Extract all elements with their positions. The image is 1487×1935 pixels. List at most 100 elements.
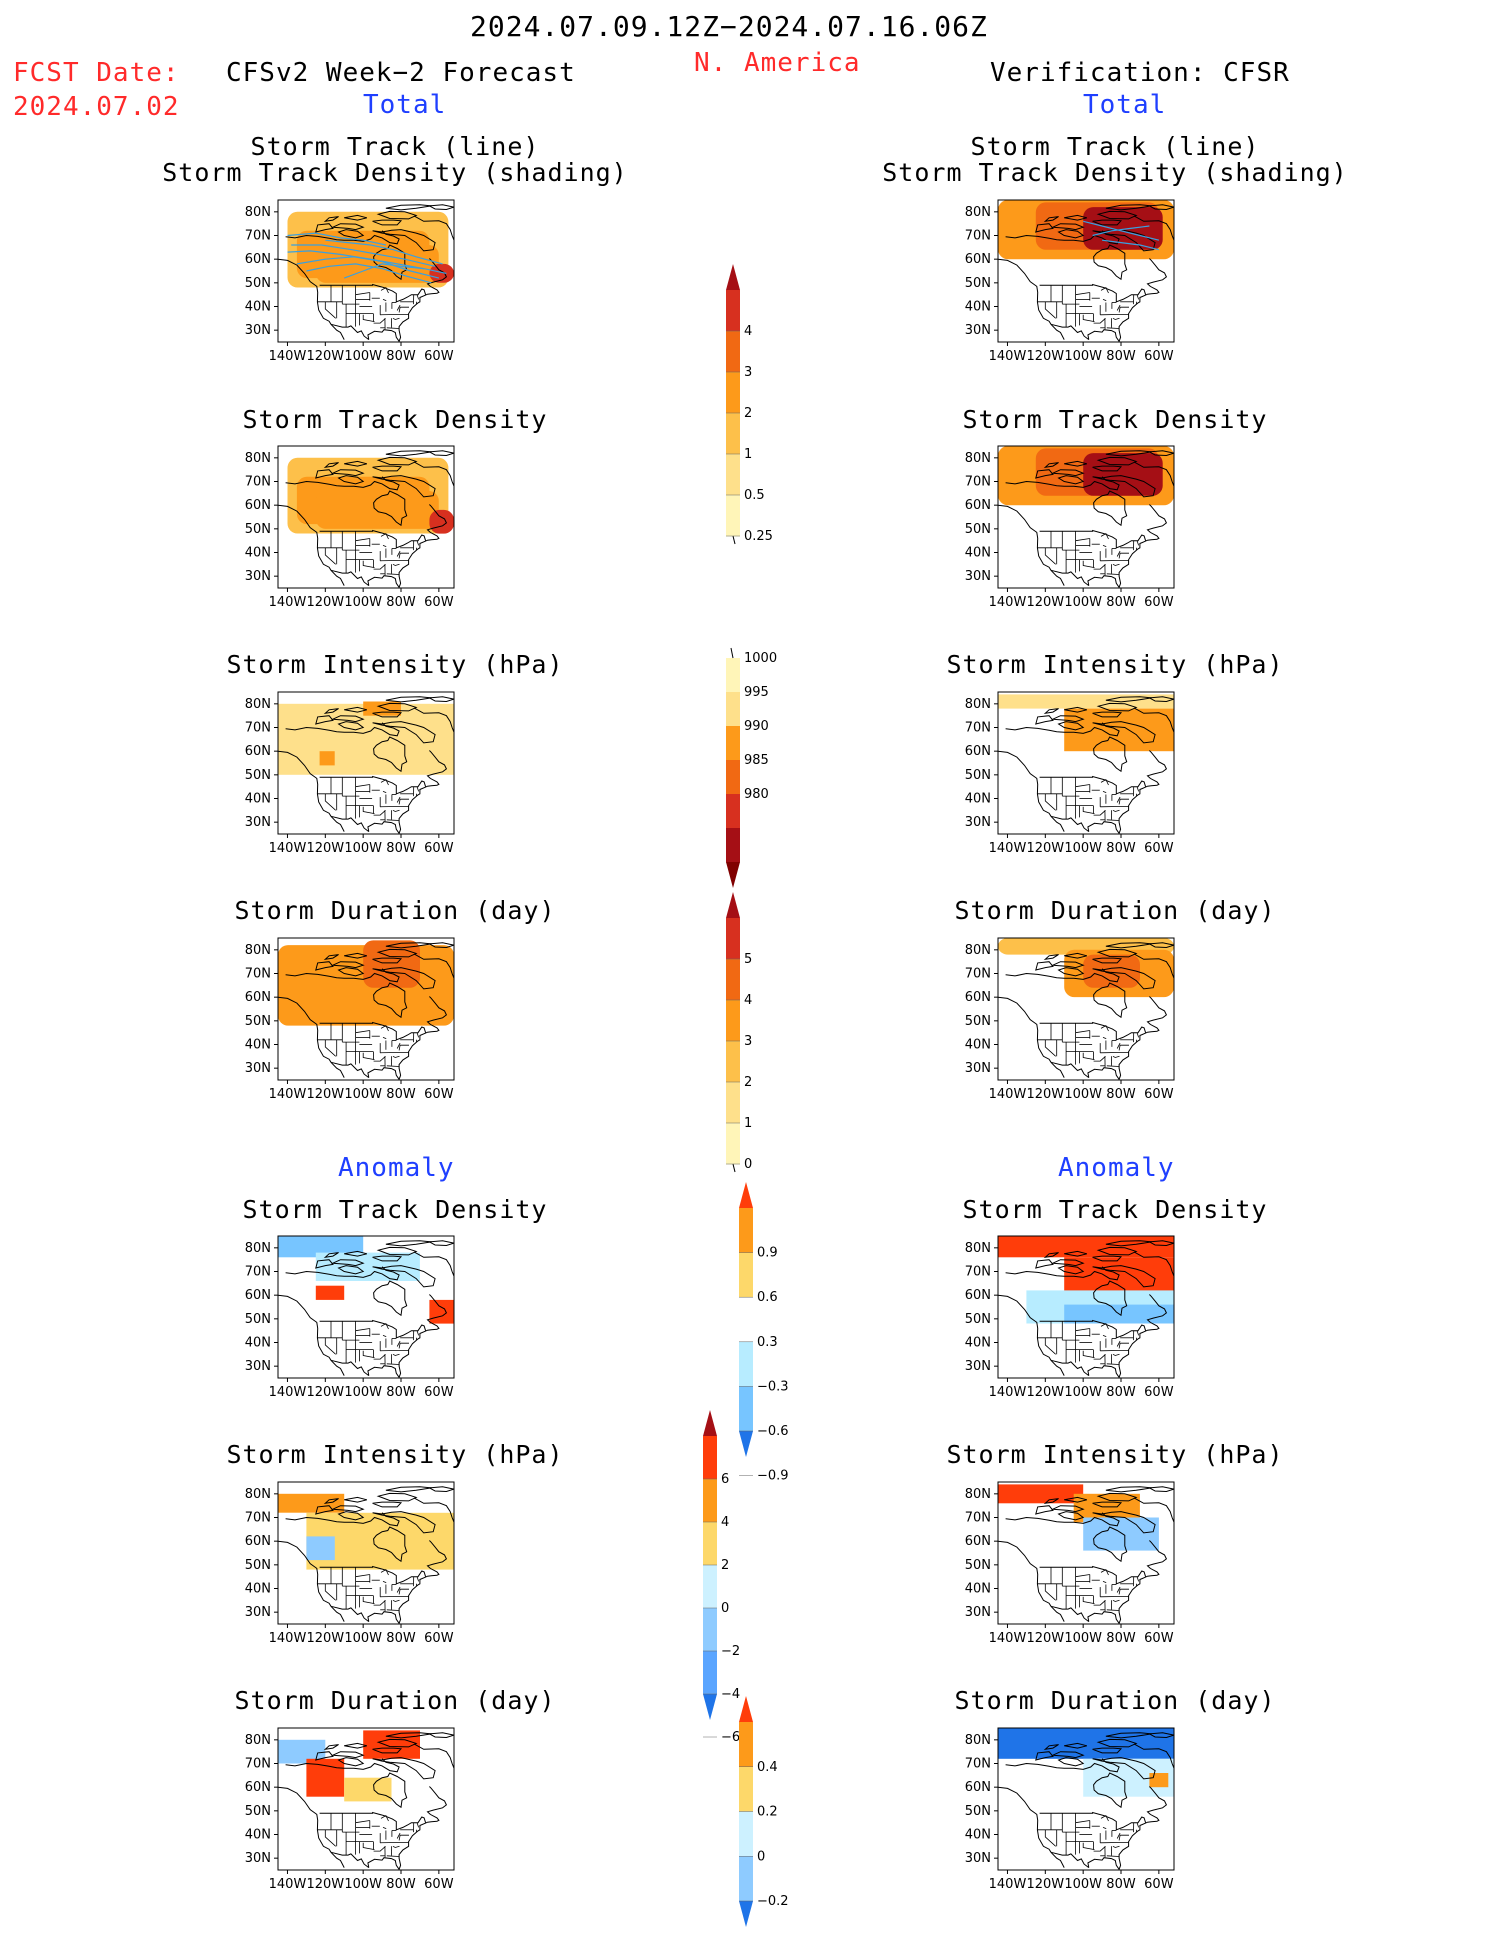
- colorbar-label: 1: [744, 1116, 752, 1131]
- title-density-left: Storm Track Density: [135, 405, 655, 434]
- colorbar-label: 985: [744, 753, 769, 768]
- lon-tick-label: 60W: [424, 595, 454, 610]
- lon-tick-label: 120W: [1026, 1087, 1064, 1102]
- lon-tick-label: 60W: [424, 1385, 454, 1400]
- lon-tick-label: 140W: [989, 1385, 1027, 1400]
- lon-tick-label: 60W: [424, 1877, 454, 1892]
- lon-tick-label: 60W: [1144, 1087, 1174, 1102]
- colorbar-segment: [703, 1565, 717, 1609]
- title-anom-duration-right: Storm Duration (day): [855, 1686, 1375, 1715]
- colorbar-label: 4: [744, 324, 752, 339]
- lat-tick-label: 40N: [965, 1828, 991, 1843]
- shade-cell-2: [306, 1536, 334, 1560]
- lat-tick-label: 50N: [965, 1558, 991, 1573]
- colorbar-segment: [703, 1608, 717, 1652]
- lat-tick-label: 30N: [245, 1851, 271, 1866]
- colorbar-arrow: [726, 862, 740, 888]
- lat-tick-label: 70N: [245, 1511, 271, 1526]
- colorbar-segment: [726, 1000, 740, 1042]
- lon-tick-label: 80W: [1106, 1087, 1136, 1102]
- lon-tick-label: 100W: [344, 1385, 382, 1400]
- lat-tick-label: 70N: [965, 1265, 991, 1280]
- lat-tick-label: 40N: [245, 300, 271, 315]
- title-anom-density-left: Storm Track Density: [135, 1195, 655, 1224]
- lon-tick-label: 120W: [1026, 1877, 1064, 1892]
- lon-tick-label: 120W: [306, 841, 344, 856]
- verification-title: Verification: CFSR: [990, 58, 1290, 88]
- lon-tick-label: 120W: [1026, 349, 1064, 364]
- title-intensity-left: Storm Intensity (hPa): [135, 650, 655, 679]
- colorbar-arrow-top: [739, 1696, 753, 1722]
- colorbar-label: 0.4: [757, 1760, 778, 1775]
- lon-tick-label: 120W: [1026, 1385, 1064, 1400]
- colorbar-segment: [726, 413, 740, 455]
- lon-tick-label: 120W: [306, 349, 344, 364]
- shade-cell-3: [429, 1300, 454, 1324]
- lon-tick-label: 140W: [989, 1087, 1027, 1102]
- lat-tick-label: 60N: [245, 498, 271, 513]
- region-title: N. America: [694, 48, 861, 78]
- colorbar-segment: [726, 495, 740, 537]
- lat-tick-label: 80N: [965, 1733, 991, 1748]
- total-label-left: Total: [363, 90, 446, 120]
- colorbar-label: 5: [744, 952, 752, 967]
- lon-tick-label: 80W: [1106, 1631, 1136, 1646]
- lon-tick-label: 80W: [1106, 1877, 1136, 1892]
- colorbar-segment: [726, 372, 740, 414]
- lat-tick-label: 30N: [245, 815, 271, 830]
- colorbar-arrow-bottom: [703, 1694, 717, 1720]
- forecast-title: CFSv2 Week−2 Forecast: [226, 58, 576, 88]
- lat-tick-label: 30N: [245, 323, 271, 338]
- lon-tick-label: 140W: [989, 1631, 1027, 1646]
- colorbar-label: −0.3: [757, 1379, 789, 1394]
- colorbar-segment: [726, 794, 740, 829]
- lon-tick-label: 80W: [386, 1877, 416, 1892]
- colorbar-label: 4: [744, 993, 752, 1008]
- shade-cell-2: [320, 751, 335, 765]
- lat-tick-label: 80N: [965, 943, 991, 958]
- colorbar-label: 0: [757, 1849, 765, 1864]
- lat-tick-label: 50N: [965, 1312, 991, 1327]
- colorbar-segment: [739, 1342, 753, 1387]
- colorbar-segment: [703, 1522, 717, 1566]
- lat-tick-label: 60N: [965, 498, 991, 513]
- lon-tick-label: 100W: [1064, 841, 1102, 856]
- colorbar-label: −0.2: [757, 1894, 789, 1909]
- lat-tick-label: 70N: [965, 721, 991, 736]
- lat-tick-label: 40N: [245, 1038, 271, 1053]
- colorbar-label: 6: [721, 1472, 729, 1487]
- lon-tick-label: 80W: [386, 595, 416, 610]
- lon-tick-label: 80W: [386, 349, 416, 364]
- lat-tick-label: 60N: [245, 1288, 271, 1303]
- lon-tick-label: 60W: [424, 349, 454, 364]
- lat-tick-label: 40N: [245, 546, 271, 561]
- lat-tick-label: 70N: [245, 1757, 271, 1772]
- colorbar-svg: 0.40.20−0.2−0.4: [735, 1694, 815, 1935]
- lon-tick-label: 60W: [424, 1087, 454, 1102]
- lat-tick-label: 80N: [965, 451, 991, 466]
- colorbar-segment: [726, 290, 740, 332]
- shade-cell-3: [429, 510, 454, 534]
- fcst-date-value: 2024.07.02: [13, 92, 180, 122]
- lat-tick-label: 50N: [245, 1804, 271, 1819]
- colorbar-label: −2: [721, 1644, 740, 1659]
- colorbar-label: 0: [721, 1601, 729, 1616]
- lat-tick-label: 70N: [245, 967, 271, 982]
- lat-tick-label: 80N: [245, 697, 271, 712]
- colorbar-segment: [739, 1253, 753, 1298]
- colorbar-label: 995: [744, 685, 769, 700]
- lat-tick-label: 70N: [245, 475, 271, 490]
- lat-tick-label: 40N: [965, 300, 991, 315]
